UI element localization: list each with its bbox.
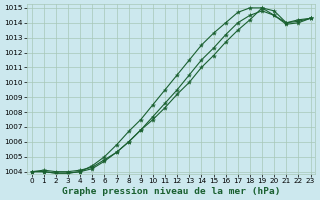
X-axis label: Graphe pression niveau de la mer (hPa): Graphe pression niveau de la mer (hPa) bbox=[62, 187, 280, 196]
